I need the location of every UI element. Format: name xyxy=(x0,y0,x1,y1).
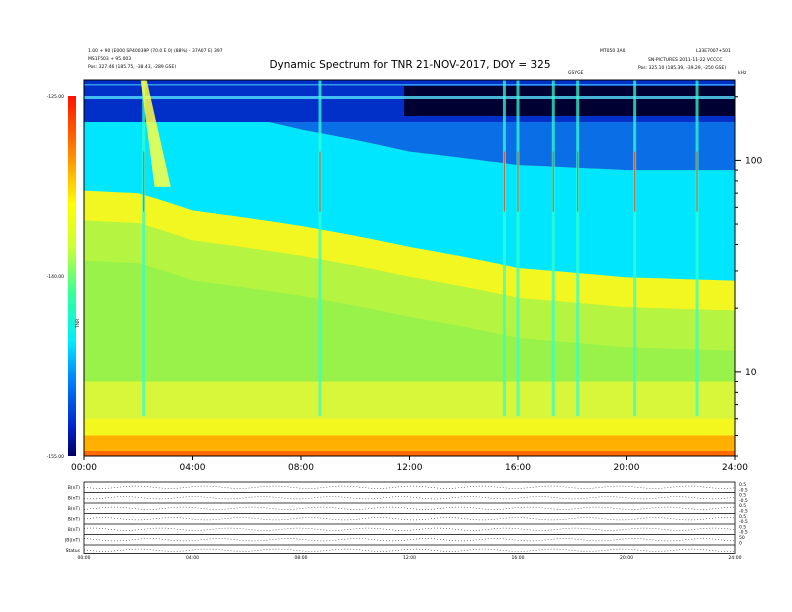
colorbar-label: TNR xyxy=(75,319,81,329)
x-tick-label: 00:00 xyxy=(71,463,97,473)
panels-frame xyxy=(83,481,736,554)
panel-x-tick-label: 04:00 xyxy=(186,555,199,561)
radio-burst xyxy=(576,80,580,416)
x-tick-label: 12:00 xyxy=(397,463,423,473)
panel-trace xyxy=(83,527,736,531)
bright-bottom-band xyxy=(84,435,735,456)
panel-right-tick: -0.5 xyxy=(739,509,748,515)
radio-burst xyxy=(551,80,555,416)
panel-trace xyxy=(83,496,736,500)
y-tick-label: 10 xyxy=(745,368,757,378)
panel-x-tick-label: 24:00 xyxy=(729,555,742,561)
panel-label: |B|(nT) xyxy=(65,538,80,544)
radio-burst xyxy=(695,80,699,416)
colorbar-tick-label: -155.00 xyxy=(47,454,65,460)
x-axis: 00:00 04:00 08:00 12:00 16:00 20:00 24:00 xyxy=(71,456,748,473)
panel-trace xyxy=(83,485,736,489)
spectrogram xyxy=(84,80,735,456)
panel-trace xyxy=(83,506,736,510)
bright-bottom-edge xyxy=(84,451,735,456)
dark-patch xyxy=(404,86,735,116)
panel-label: Status xyxy=(66,548,81,554)
y-unit-label: kHz xyxy=(738,70,747,76)
colorbar-tick-label: -125.00 xyxy=(47,94,65,100)
panel-right-tick: -0.5 xyxy=(739,498,748,504)
y-axis: 10 100 xyxy=(735,96,762,457)
header-mid-label: GSYGE xyxy=(568,70,584,76)
panel-trace xyxy=(83,548,736,552)
radio-burst xyxy=(633,80,637,416)
chart-title: Dynamic Spectrum for TNR 21-NOV-2017, DO… xyxy=(269,59,550,71)
panel-label: B(nT) xyxy=(68,506,80,512)
radio-burst-core xyxy=(517,151,519,212)
interference-line xyxy=(84,84,735,86)
radio-burst-core xyxy=(503,151,506,212)
radio-burst-core xyxy=(319,151,321,212)
header-right-line3: Pos: 325.10 (185.39, -39.29, -250 GSE) xyxy=(638,65,726,71)
panel-right-tick: 0 xyxy=(739,540,742,546)
radio-burst-core xyxy=(143,151,145,212)
header-left-line3: Pos: 327.46 (185.75, -38.43, -289 GSE) xyxy=(88,64,176,70)
x-tick-label: 16:00 xyxy=(505,463,531,473)
panel-x-tick-label: 08:00 xyxy=(295,555,308,561)
y-tick-label: 100 xyxy=(745,156,762,166)
header-right-line1b: L33E7007+501 xyxy=(696,48,731,54)
plasma-line-band xyxy=(84,190,735,311)
panel-right-tick: 0.5 xyxy=(739,482,746,488)
radio-burst xyxy=(142,80,146,416)
x-tick-label: 24:00 xyxy=(722,463,748,473)
header-right-line2: SN-PICTURES 2011-11-22 VCCCC xyxy=(648,57,723,63)
panel-label: B(nT) xyxy=(68,517,80,523)
radio-burst-core xyxy=(552,151,554,212)
radio-burst xyxy=(318,80,322,416)
panel-right-tick: 0.5 xyxy=(739,503,746,509)
radio-burst-core xyxy=(634,151,636,212)
header-left-line1: 1.00 + 90 (E000 SP40039P (70.0 E 0) (88%… xyxy=(88,48,223,54)
quiet-region xyxy=(84,83,735,281)
panel-right-tick: -0.5 xyxy=(739,487,748,493)
colorbar-tick-label: -140.00 xyxy=(47,274,65,280)
header-right-line1a: MT050 3A0 xyxy=(600,48,626,54)
panel-label: B(nT) xyxy=(68,485,80,491)
panel-right-tick: -0.5 xyxy=(739,530,748,536)
colorbar-ticks: -125.00 -140.00 -155.00 xyxy=(47,94,65,460)
panel-x-tick-label: 16:00 xyxy=(512,555,525,561)
panel-right-tick: 0.5 xyxy=(739,524,746,530)
radio-burst-core xyxy=(577,151,579,212)
radio-burst xyxy=(502,80,506,416)
panel-x-tick-label: 12:00 xyxy=(403,555,416,561)
x-tick-label: 08:00 xyxy=(288,463,314,473)
panel-right-tick: 0.5 xyxy=(739,514,746,520)
header-left-line2: MS1F503 + 95.003 xyxy=(88,56,131,62)
radio-burst xyxy=(516,80,520,416)
interference-line xyxy=(84,96,735,99)
panel-right-tick: 50 xyxy=(739,535,745,541)
magnetometer-panels: B(nT) B(nT) B(nT) B(nT) B(nT) |B|(nT) Status 0.… xyxy=(65,481,748,561)
colorbar xyxy=(68,96,76,456)
x-tick-label: 04:00 xyxy=(180,463,206,473)
plasma-line-fade xyxy=(84,220,735,351)
panel-x-tick-label: 00:00 xyxy=(78,555,91,561)
x-tick-label: 20:00 xyxy=(614,463,640,473)
panel-label: B(nT) xyxy=(68,496,80,502)
panel-trace xyxy=(83,538,736,542)
panel-label: B(nT) xyxy=(68,527,80,533)
panel-right-tick: 0.5 xyxy=(739,493,746,499)
panel-x-tick-label: 20:00 xyxy=(620,555,633,561)
panel-trace xyxy=(83,517,736,521)
radio-burst-core xyxy=(696,151,698,212)
panel-right-tick: -0.5 xyxy=(739,519,748,525)
radio-burst-drift xyxy=(140,80,171,187)
